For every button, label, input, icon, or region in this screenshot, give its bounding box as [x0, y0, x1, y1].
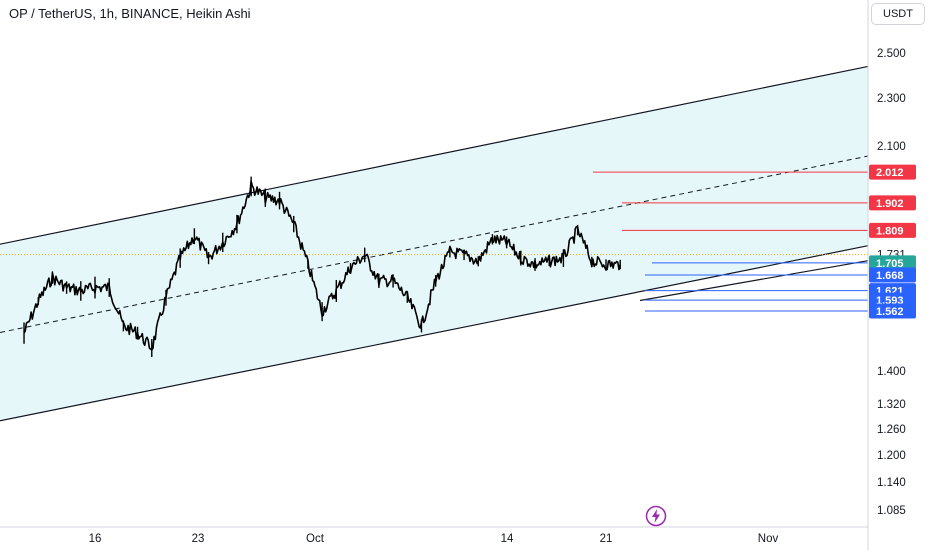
support-tag-bg	[869, 303, 916, 319]
support-tag: 1.668	[876, 270, 904, 282]
y-tick-label: 1.260	[877, 424, 906, 436]
x-tick-label: 14	[501, 533, 514, 545]
support-tag: 1.562	[876, 306, 904, 318]
axes: 2.500 2.300 2.100 1.400 1.320 1.260 1.200 1.140…	[0, 0, 906, 550]
x-tick-label: 16	[89, 533, 102, 545]
support-tag-bg	[869, 267, 916, 283]
y-tick-label: 2.500	[877, 48, 906, 60]
channel-fill	[0, 66, 868, 421]
candles	[23, 176, 621, 357]
resistance-tag: 2.012	[876, 167, 904, 179]
price-tags: 2.0121.9021.8091.73157:011.7051.6681.621…	[869, 164, 916, 319]
resistance-tag-bg	[869, 222, 916, 238]
resistance-tag: 1.902	[876, 198, 904, 210]
chart-title: OP / TetherUS, 1h, BINANCE, Heikin Ashi	[9, 6, 251, 21]
x-tick-label: 21	[600, 533, 613, 545]
y-tick-label: 1.200	[877, 450, 906, 462]
channel-midline	[0, 155, 869, 333]
y-tick-label: 1.400	[877, 366, 906, 378]
y-tick-label: 1.320	[877, 399, 906, 411]
y-tick-label: 1.140	[877, 477, 906, 489]
price-channel	[0, 65, 869, 422]
support-trendline	[639, 260, 869, 302]
price-levels	[0, 171, 868, 312]
y-tick-label: 2.300	[877, 93, 906, 105]
resistance-tag: 1.809	[876, 225, 904, 237]
resistance-tag-bg	[869, 195, 916, 211]
resistance-tag-bg	[869, 164, 916, 180]
current-price-tag: 1.705	[876, 258, 904, 270]
x-tick-label: 23	[192, 533, 205, 545]
lightning-icon[interactable]	[645, 505, 667, 527]
x-tick-label: Nov	[758, 533, 779, 545]
y-tick-label: 2.100	[877, 141, 906, 153]
y-tick-label: 1.085	[877, 505, 906, 517]
currency-button[interactable]: USDT	[871, 3, 925, 25]
x-tick-label: Oct	[306, 533, 325, 545]
channel-upper-line	[0, 65, 869, 245]
current-price-tag-bg	[869, 255, 916, 271]
